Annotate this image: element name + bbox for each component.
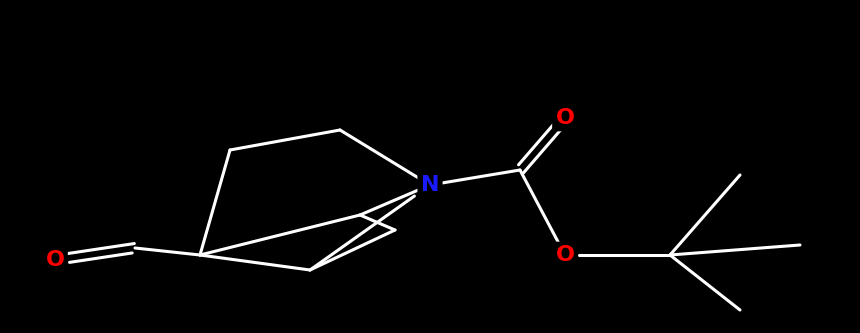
Text: O: O <box>46 250 64 270</box>
Text: N: N <box>421 175 439 195</box>
Text: O: O <box>556 108 574 128</box>
Text: O: O <box>556 245 574 265</box>
